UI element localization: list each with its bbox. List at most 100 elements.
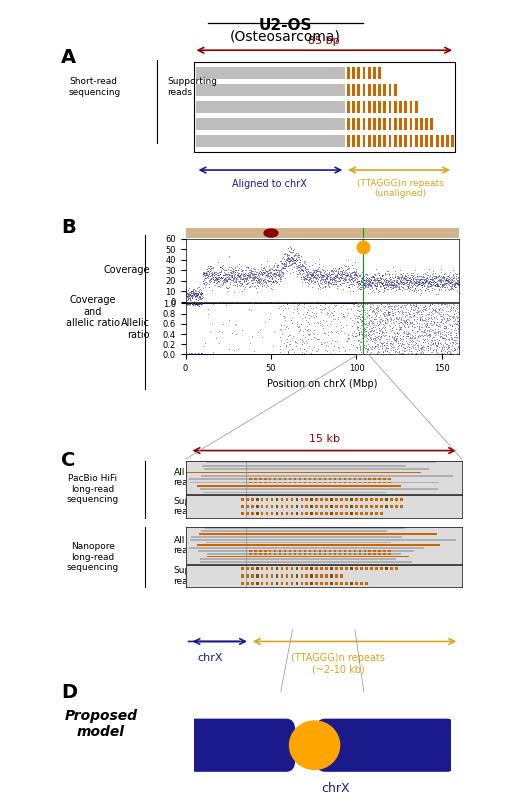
- Point: [297, 348, 306, 361]
- Point: [383, 265, 391, 278]
- Point: [375, 280, 384, 293]
- Bar: [329, 482, 331, 484]
- Point: [363, 326, 372, 339]
- Point: [285, 297, 293, 310]
- Point: [416, 311, 424, 324]
- Point: [262, 348, 270, 361]
- Point: [334, 297, 343, 310]
- Point: [302, 266, 310, 279]
- Point: [183, 290, 192, 303]
- Point: [379, 281, 388, 294]
- Point: [344, 297, 352, 310]
- Point: [421, 325, 430, 338]
- Point: [354, 328, 363, 341]
- Point: [257, 279, 266, 292]
- Point: [398, 281, 406, 294]
- Point: [404, 327, 412, 340]
- Point: [403, 340, 412, 353]
- Point: [250, 280, 258, 293]
- Point: [209, 268, 217, 281]
- Point: [442, 274, 450, 287]
- Point: [335, 271, 343, 284]
- Point: [244, 348, 253, 361]
- Point: [417, 342, 425, 355]
- Point: [349, 348, 358, 361]
- Point: [213, 297, 222, 310]
- Bar: [335, 574, 338, 578]
- Point: [334, 280, 342, 293]
- Point: [331, 297, 339, 310]
- Point: [198, 347, 206, 360]
- Point: [286, 348, 295, 361]
- Point: [393, 312, 402, 325]
- Point: [408, 329, 417, 342]
- Point: [353, 269, 361, 282]
- Point: [350, 297, 358, 310]
- Point: [368, 304, 377, 317]
- Point: [452, 276, 460, 289]
- Point: [291, 249, 299, 262]
- Point: [269, 348, 278, 361]
- Point: [351, 255, 359, 268]
- Bar: [384, 556, 386, 557]
- Bar: [365, 512, 368, 515]
- Point: [237, 348, 245, 361]
- Point: [284, 297, 292, 310]
- Point: [301, 260, 309, 273]
- Point: [223, 297, 231, 310]
- Bar: [269, 482, 271, 484]
- Point: [189, 285, 198, 298]
- Point: [256, 348, 264, 361]
- Point: [317, 297, 325, 310]
- Point: [187, 284, 196, 297]
- Point: [331, 335, 339, 348]
- Point: [353, 275, 362, 288]
- Point: [329, 271, 337, 284]
- Point: [290, 254, 298, 266]
- Point: [236, 348, 244, 361]
- Point: [308, 348, 317, 361]
- Point: [425, 308, 433, 321]
- Point: [303, 268, 311, 281]
- Point: [319, 297, 327, 310]
- Point: [232, 348, 240, 361]
- Point: [256, 297, 264, 310]
- Point: [364, 274, 373, 287]
- Point: [242, 297, 250, 310]
- Point: [298, 263, 307, 276]
- Point: [343, 267, 351, 280]
- Point: [399, 278, 407, 291]
- Point: [431, 338, 439, 351]
- Point: [298, 348, 307, 361]
- Point: [443, 312, 452, 325]
- Point: [447, 347, 455, 360]
- Bar: [362, 67, 365, 79]
- Point: [318, 273, 326, 286]
- Point: [260, 348, 268, 361]
- Point: [293, 319, 302, 332]
- Point: [416, 282, 424, 295]
- Point: [243, 270, 252, 283]
- Point: [361, 278, 370, 291]
- Point: [322, 314, 331, 327]
- Point: [264, 348, 272, 361]
- Point: [348, 273, 356, 286]
- Point: [434, 277, 443, 290]
- Point: [453, 275, 461, 288]
- Point: [372, 277, 380, 290]
- Point: [408, 316, 417, 329]
- Bar: [259, 478, 262, 480]
- Bar: [266, 505, 268, 508]
- Point: [414, 301, 422, 314]
- Point: [346, 297, 354, 310]
- Point: [288, 254, 296, 266]
- Bar: [259, 556, 262, 557]
- Point: [329, 272, 337, 285]
- Point: [310, 271, 319, 284]
- Point: [353, 298, 361, 311]
- Point: [377, 330, 386, 343]
- Point: [217, 348, 226, 361]
- Point: [323, 275, 332, 288]
- Point: [438, 325, 446, 338]
- Point: [186, 285, 194, 298]
